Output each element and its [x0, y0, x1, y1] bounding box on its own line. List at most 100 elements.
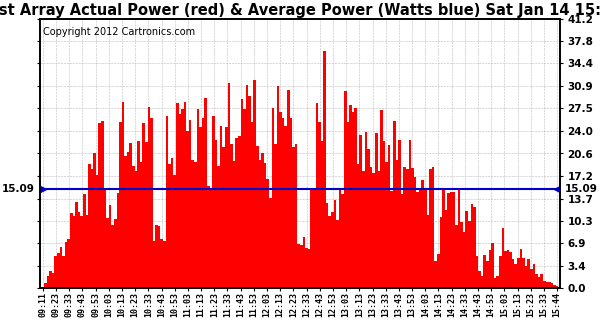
Bar	[186, 131, 189, 288]
Bar	[478, 271, 481, 288]
Bar	[313, 190, 316, 288]
Text: 15.09: 15.09	[565, 185, 598, 195]
Bar	[377, 171, 380, 288]
Bar	[235, 138, 238, 288]
Bar	[318, 122, 320, 288]
Bar	[548, 282, 551, 288]
Bar	[266, 179, 269, 288]
Bar	[75, 202, 78, 288]
Bar	[152, 241, 155, 288]
Bar	[83, 194, 86, 288]
Bar	[460, 222, 463, 288]
Bar	[295, 144, 298, 288]
Bar	[466, 212, 468, 288]
Bar	[416, 192, 419, 288]
Bar	[545, 282, 548, 288]
Bar	[470, 204, 473, 288]
Bar	[243, 108, 246, 288]
Bar	[130, 143, 132, 288]
Bar	[507, 250, 509, 288]
Bar	[65, 242, 67, 288]
Bar	[302, 237, 305, 288]
Bar	[527, 259, 530, 288]
Bar	[272, 108, 274, 288]
Bar	[109, 204, 112, 288]
Bar	[421, 180, 424, 288]
Bar	[522, 258, 525, 288]
Bar	[155, 225, 158, 288]
Bar	[91, 169, 93, 288]
Bar	[67, 239, 70, 288]
Bar	[491, 243, 494, 288]
Bar	[166, 116, 168, 288]
Bar	[184, 102, 186, 288]
Bar	[442, 188, 445, 288]
Bar	[320, 141, 323, 288]
Bar	[488, 250, 491, 288]
Bar	[481, 276, 484, 288]
Bar	[494, 278, 496, 288]
Bar	[277, 86, 280, 288]
Bar	[207, 186, 209, 288]
Bar	[80, 216, 83, 288]
Bar	[354, 108, 357, 288]
Bar	[452, 192, 455, 288]
Bar	[223, 147, 225, 288]
Bar	[212, 116, 215, 288]
Bar	[86, 215, 88, 288]
Bar	[375, 133, 377, 288]
Bar	[370, 167, 373, 288]
Bar	[411, 168, 414, 288]
Bar	[316, 103, 318, 288]
Bar	[73, 216, 75, 288]
Bar	[401, 194, 403, 288]
Bar	[349, 105, 352, 288]
Bar	[499, 256, 502, 288]
Bar	[367, 149, 370, 288]
Bar	[344, 91, 347, 288]
Bar	[393, 122, 395, 288]
Bar	[310, 188, 313, 288]
Bar	[47, 276, 49, 288]
Bar	[341, 195, 344, 288]
Bar	[352, 112, 354, 288]
Bar	[194, 162, 197, 288]
Bar	[62, 256, 65, 288]
Bar	[347, 122, 349, 288]
Bar	[96, 175, 98, 288]
Bar	[57, 253, 59, 288]
Bar	[168, 164, 171, 288]
Bar	[158, 226, 160, 288]
Bar	[238, 136, 241, 288]
Bar	[256, 146, 259, 288]
Bar	[468, 221, 470, 288]
Bar	[274, 144, 277, 288]
Bar	[538, 277, 541, 288]
Bar	[336, 220, 339, 288]
Bar	[388, 145, 391, 288]
Bar	[373, 173, 375, 288]
Bar	[230, 144, 233, 288]
Bar	[391, 191, 393, 288]
Bar	[269, 198, 272, 288]
Bar	[300, 245, 302, 288]
Bar	[137, 141, 140, 288]
Bar	[458, 189, 460, 288]
Bar	[127, 152, 130, 288]
Bar	[308, 249, 310, 288]
Bar	[227, 83, 230, 288]
Bar	[502, 228, 504, 288]
Bar	[191, 160, 194, 288]
Bar	[504, 251, 507, 288]
Bar	[403, 167, 406, 288]
Bar	[173, 175, 176, 288]
Bar	[424, 188, 427, 288]
Bar	[209, 190, 212, 288]
Bar	[197, 109, 199, 288]
Bar	[512, 259, 514, 288]
Bar	[215, 140, 217, 288]
Bar	[362, 171, 365, 288]
Bar	[380, 110, 383, 288]
Title: East Array Actual Power (red) & Average Power (Watts blue) Sat Jan 14 15:48: East Array Actual Power (red) & Average …	[0, 3, 600, 18]
Bar	[385, 162, 388, 288]
